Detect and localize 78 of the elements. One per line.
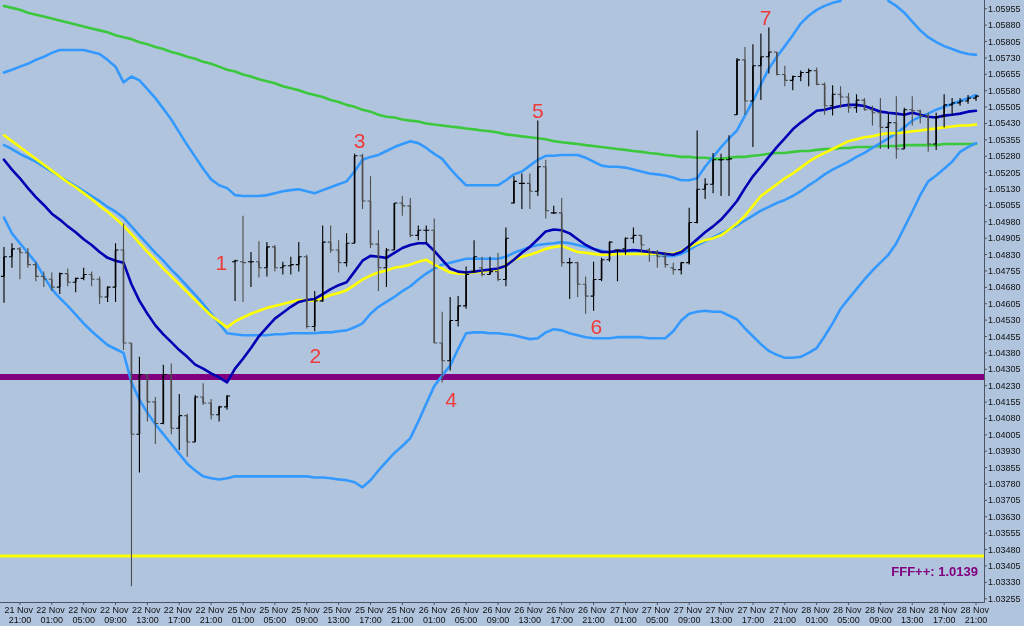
- annotation: 2: [309, 343, 322, 367]
- x-tick-label: 27 Nov 01:00: [609, 605, 641, 625]
- x-tick-label: 28 Nov 05:00: [833, 605, 865, 625]
- y-tick-label: 1.03930: [988, 446, 1021, 457]
- y-tick-label: 1.04380: [988, 347, 1021, 358]
- y-tick-label: 1.05055: [988, 200, 1021, 211]
- y-tick-label: 1.04830: [988, 249, 1021, 260]
- y-tick-label: 1.05655: [988, 69, 1021, 80]
- x-tick-label: 26 Nov 09:00: [482, 605, 514, 625]
- y-tick-label: 1.04905: [988, 233, 1021, 244]
- x-tick-label: 22 Nov 05:00: [68, 605, 100, 625]
- y-tick-label: 1.03330: [988, 577, 1021, 588]
- x-tick-label: 26 Nov 21:00: [578, 605, 610, 625]
- line-series: [2, 103, 978, 384]
- y-tick-label: 1.05805: [988, 36, 1021, 47]
- x-tick-label: 26 Nov 13:00: [514, 605, 546, 625]
- y-tick-label: 1.03630: [988, 511, 1021, 522]
- annotation: 1: [215, 251, 228, 275]
- x-tick-label: 27 Nov 21:00: [769, 605, 801, 625]
- y-tick-label: 1.05580: [988, 85, 1021, 96]
- y-tick-label: 1.05730: [988, 52, 1021, 63]
- y-tick-label: 1.04155: [988, 397, 1021, 408]
- x-tick-label: 28 Nov 21:00: [960, 605, 992, 625]
- x-tick-label: 22 Nov 21:00: [195, 605, 227, 625]
- x-tick-label: 26 Nov 01:00: [418, 605, 450, 625]
- y-tick-label: 1.03405: [988, 560, 1021, 571]
- annotation: 5: [531, 98, 544, 122]
- y-tick-label: 1.03855: [988, 462, 1021, 473]
- x-tick-label: 27 Nov 13:00: [705, 605, 737, 625]
- x-tick-label: 25 Nov 09:00: [291, 605, 323, 625]
- y-tick-label: 1.03780: [988, 479, 1021, 489]
- line-series: [2, 4, 978, 161]
- x-tick-label: 28 Nov 01:00: [801, 605, 833, 625]
- y-tick-label: 1.03255: [988, 593, 1021, 604]
- y-tick-label: 1.04755: [988, 265, 1021, 276]
- y-tick-label: 1.03555: [988, 528, 1021, 539]
- y-tick-label: 1.05430: [988, 118, 1021, 129]
- x-tick-label: 28 Nov 13:00: [896, 605, 928, 625]
- y-tick-label: 1.04680: [988, 282, 1021, 293]
- x-tick-label: 27 Nov 09:00: [673, 605, 705, 625]
- x-tick-label: 25 Nov 21:00: [386, 605, 418, 625]
- x-tick-label: 26 Nov 17:00: [546, 605, 578, 625]
- x-tick-label: 28 Nov 17:00: [928, 605, 960, 625]
- y-tick-label: 1.04455: [988, 331, 1021, 342]
- y-tick-label: 1.04005: [988, 429, 1021, 440]
- annotation: 4: [445, 387, 458, 411]
- annotation: 3: [353, 128, 366, 152]
- x-tick-label: 22 Nov 09:00: [100, 605, 132, 625]
- annotation: 7: [759, 6, 772, 30]
- y-tick-label: 1.05355: [988, 134, 1021, 145]
- y-tick-label: 1.05505: [988, 102, 1021, 113]
- y-tick-label: 1.04980: [988, 216, 1021, 227]
- x-tick-label: 25 Nov 17:00: [354, 605, 386, 625]
- x-tick-label: 27 Nov 17:00: [737, 605, 769, 625]
- x-tick-label: 25 Nov 05:00: [259, 605, 291, 625]
- x-tick-label: 28 Nov 09:00: [864, 605, 896, 625]
- y-tick-label: 1.04530: [988, 315, 1021, 326]
- y-tick-label: 1.04605: [988, 298, 1021, 309]
- x-tick-label: 25 Nov 01:00: [227, 605, 259, 625]
- y-tick-label: 1.04305: [988, 364, 1021, 375]
- x-tick-label: 22 Nov 01:00: [36, 605, 68, 625]
- x-tick-label: 21 Nov 21:00: [4, 605, 36, 625]
- y-tick-label: 1.03705: [988, 495, 1021, 506]
- x-tick-label: 22 Nov 13:00: [131, 605, 163, 625]
- y-tick-label: 1.05205: [988, 167, 1021, 178]
- x-tick-label: 22 Nov 17:00: [163, 605, 195, 625]
- y-tick-label: 1.05955: [988, 3, 1021, 14]
- y-tick-label: 1.05880: [988, 20, 1021, 31]
- y-tick-label: 1.05280: [988, 151, 1021, 162]
- y-tick-label: 1.05130: [988, 184, 1021, 195]
- annotation: FFF++: 1.0139: [891, 564, 978, 579]
- y-tick-label: 1.04230: [988, 380, 1021, 391]
- x-tick-label: 26 Nov 05:00: [450, 605, 482, 625]
- annotation: 6: [590, 314, 603, 338]
- x-tick-label: 25 Nov 13:00: [323, 605, 355, 625]
- x-tick-label: 27 Nov 05:00: [641, 605, 673, 625]
- y-tick-label: 1.03480: [988, 544, 1021, 555]
- y-tick-label: 1.04080: [988, 413, 1021, 424]
